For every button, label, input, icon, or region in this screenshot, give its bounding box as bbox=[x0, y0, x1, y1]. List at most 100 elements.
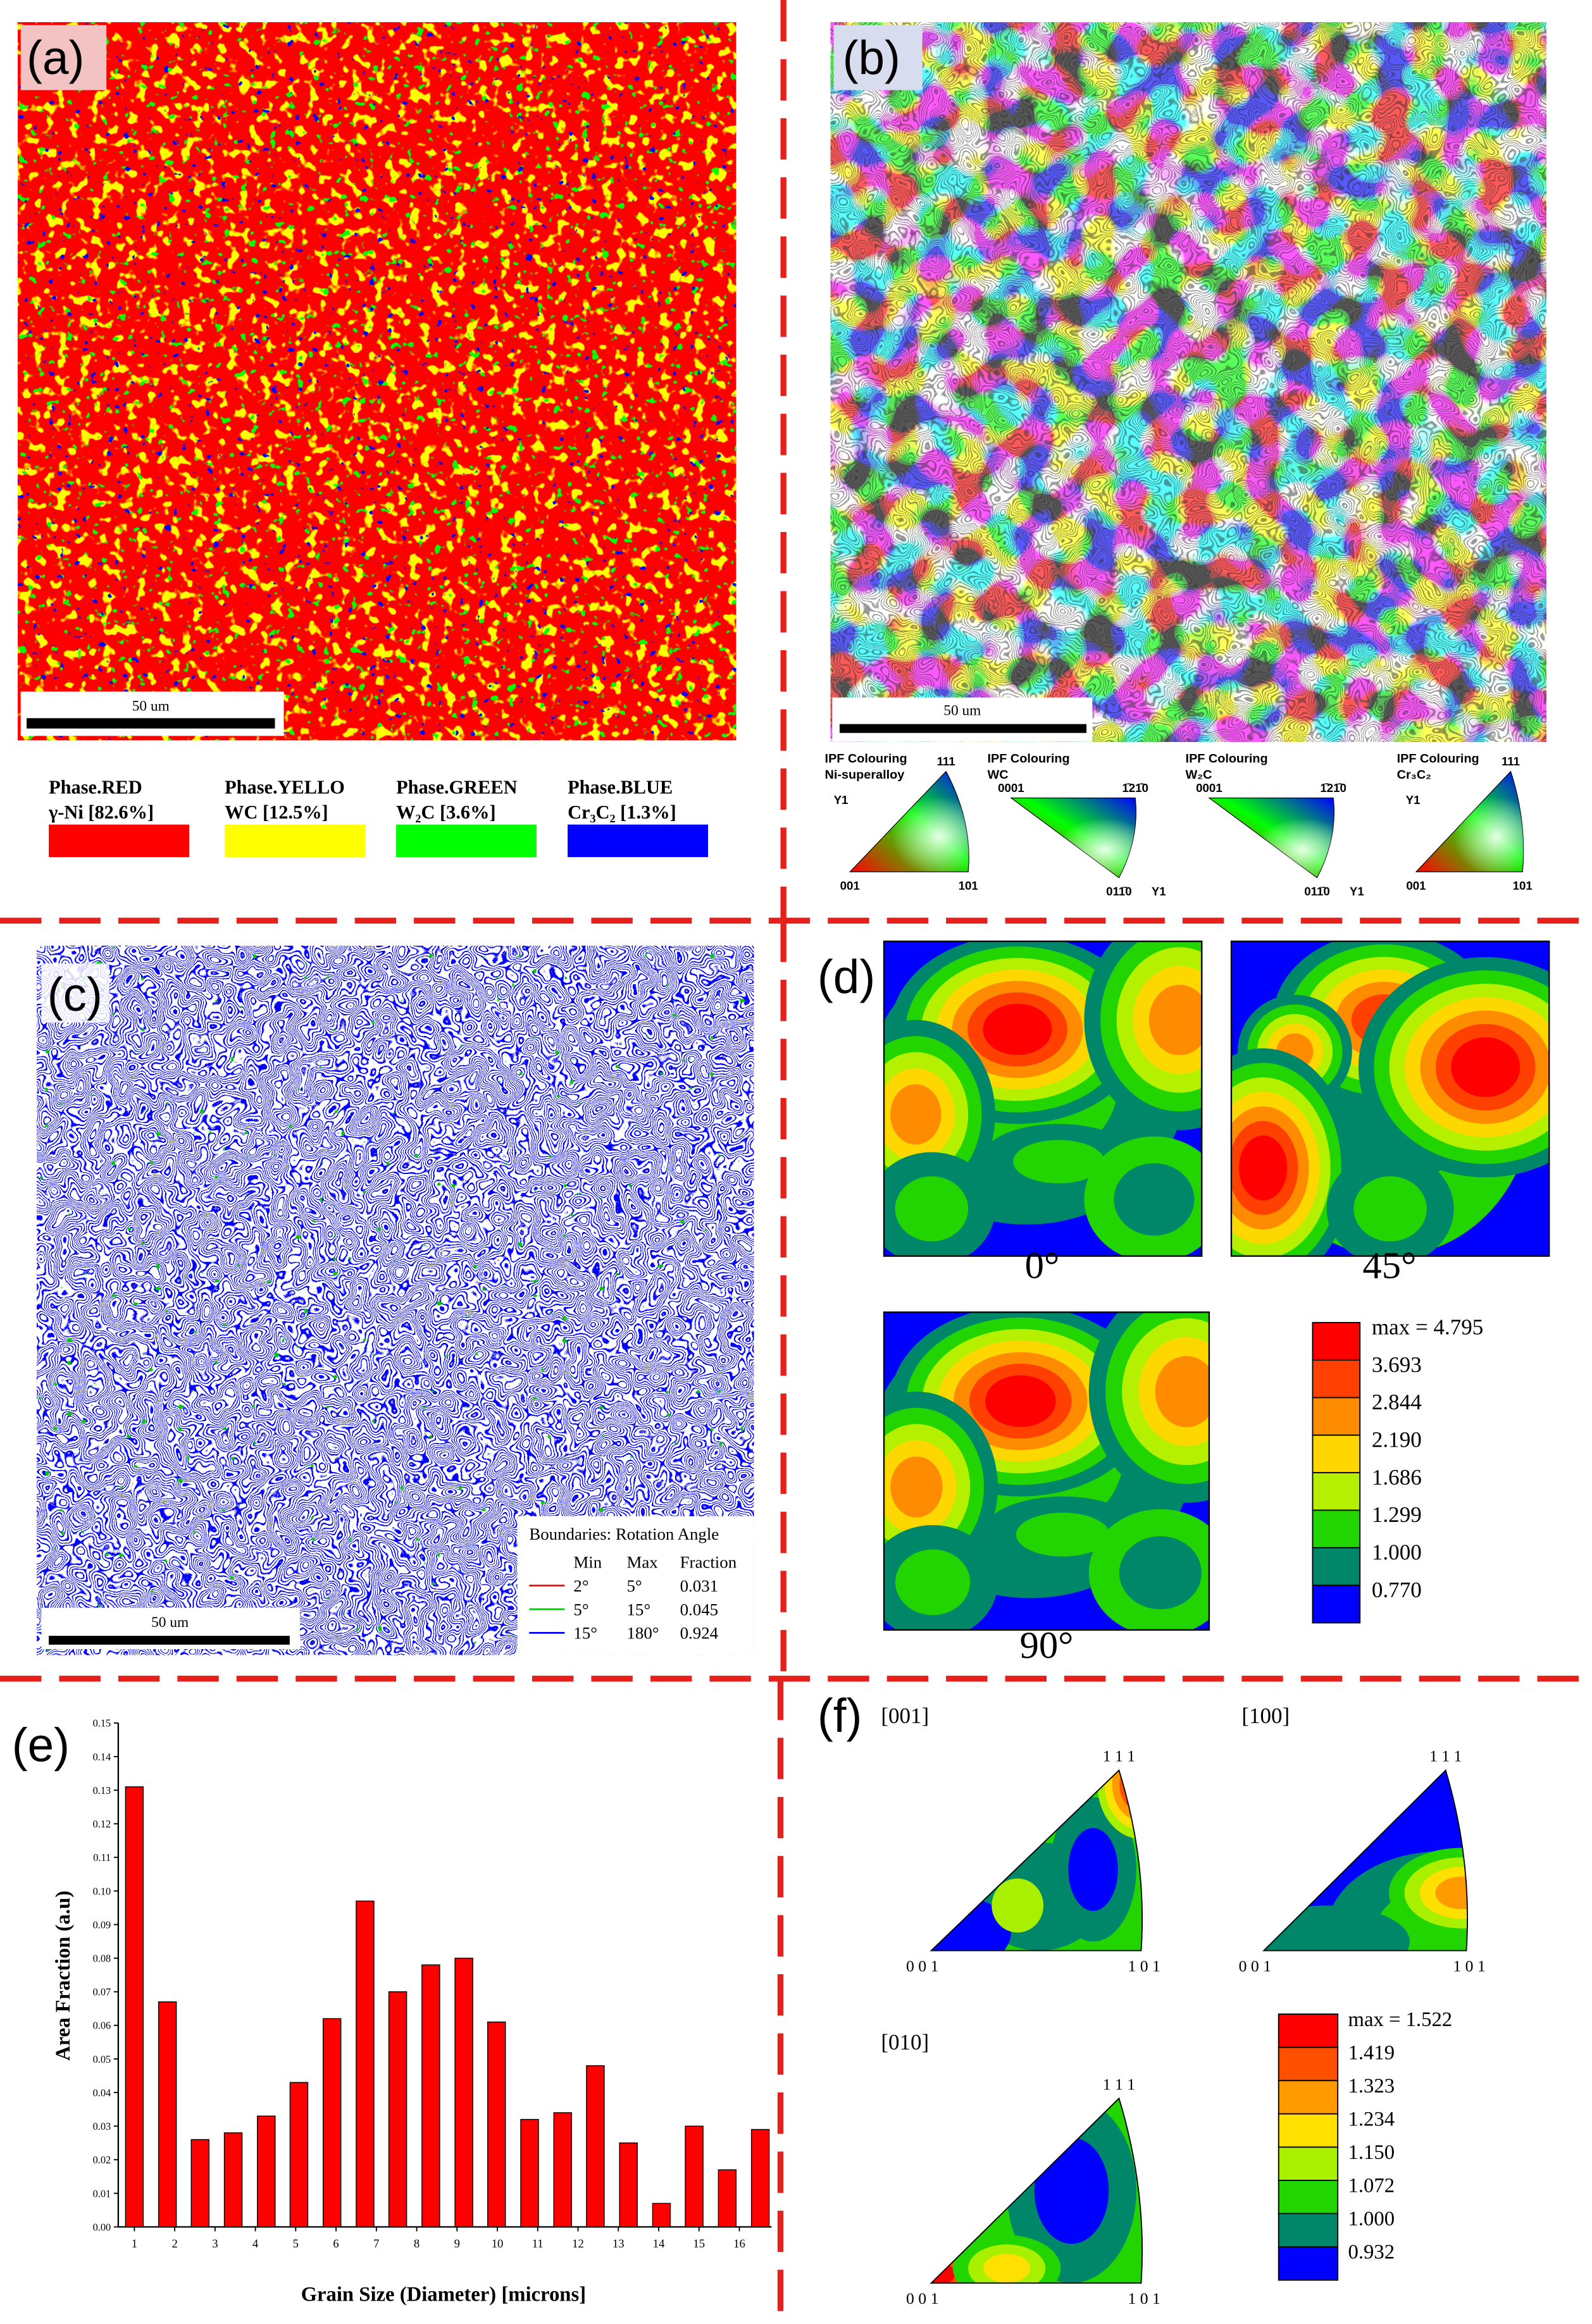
colorbar-label: 1.419 bbox=[1348, 2041, 1395, 2064]
phase-label: γ-Ni [82.6%] bbox=[48, 801, 154, 823]
colorbar-label: max = 1.522 bbox=[1348, 2008, 1453, 2031]
pole-figure-frame bbox=[1262, 1769, 1469, 1951]
pole-corner: 0 0 1 bbox=[906, 1956, 938, 1975]
odf-angle: 0° bbox=[1025, 1245, 1060, 1287]
phase-swatch bbox=[225, 824, 366, 857]
phase-label: Cr₃C₂ [1.3%] bbox=[568, 801, 676, 823]
colorbar-cell bbox=[1278, 2013, 1339, 2048]
bar bbox=[388, 1991, 407, 2228]
ipf-corner: 011̄0 bbox=[1304, 885, 1330, 898]
panel-label: (a) bbox=[27, 31, 84, 84]
pole-figure-contour bbox=[1435, 1876, 1468, 1910]
pole-corner: 1 1 1 bbox=[1103, 1747, 1135, 1765]
ipf-corner: 0001 bbox=[998, 781, 1024, 794]
ipf-corner: 001 bbox=[1406, 879, 1426, 892]
bar bbox=[190, 2139, 210, 2228]
colorbar-cell bbox=[1312, 1509, 1361, 1548]
colorbar-cell bbox=[1278, 2179, 1339, 2215]
colorbar-cell bbox=[1278, 2146, 1339, 2181]
odf-section-contour bbox=[1013, 1140, 1105, 1184]
x-tick-label: 6 bbox=[333, 2237, 339, 2251]
y-tick-label: 0.00 bbox=[93, 2221, 111, 2233]
x-tick-label: 14 bbox=[653, 2237, 665, 2251]
odf-frame bbox=[883, 940, 1203, 1257]
pole-corner: 1 1 1 bbox=[1103, 2075, 1135, 2093]
bar bbox=[652, 2203, 671, 2228]
odf-section bbox=[883, 941, 1202, 1256]
bar bbox=[520, 2118, 539, 2228]
odf-section-contour bbox=[895, 1176, 969, 1242]
ipf-phase: WC bbox=[988, 768, 1009, 782]
odf-section-contour bbox=[1148, 984, 1202, 1056]
ipf-corner: 001 bbox=[840, 879, 860, 892]
pole-corner: 0 0 1 bbox=[1239, 1956, 1271, 1975]
colorbar-label: 1.150 bbox=[1348, 2141, 1395, 2164]
bar bbox=[685, 2125, 704, 2228]
phase-name: Phase.BLUE bbox=[568, 776, 673, 798]
y-tick-label: 0.03 bbox=[93, 2120, 111, 2132]
scale-bar-label: 50 um bbox=[943, 703, 981, 719]
odf-section bbox=[883, 1312, 1209, 1630]
scale-bar-box bbox=[832, 697, 1093, 742]
ipf-axis: Y1 bbox=[1406, 793, 1421, 807]
bar bbox=[421, 1964, 440, 2228]
panel-label: (d) bbox=[818, 950, 875, 1003]
colorbar-label: 2.190 bbox=[1372, 1428, 1422, 1452]
pole-figure bbox=[1264, 1770, 1468, 1951]
colorbar-cell bbox=[1278, 2213, 1339, 2247]
scale-bar-box bbox=[20, 691, 284, 736]
phase-name: Phase.GREEN bbox=[396, 776, 518, 798]
colorbar-label: 1.299 bbox=[1372, 1502, 1422, 1527]
colorbar-cell bbox=[1312, 1434, 1361, 1474]
colorbar-label: 1.000 bbox=[1348, 2208, 1395, 2230]
y-tick-label: 0.04 bbox=[93, 2087, 111, 2099]
colorbar-label: 1.686 bbox=[1372, 1465, 1422, 1490]
odf-section-contour bbox=[1239, 1135, 1288, 1201]
x-tick-label: 2 bbox=[171, 2237, 177, 2251]
scale-bar bbox=[27, 718, 275, 729]
y-tick-label: 0.12 bbox=[93, 1818, 111, 1830]
phase-swatch bbox=[49, 824, 190, 857]
ipf-corner: 101 bbox=[1513, 879, 1533, 892]
bar bbox=[750, 2129, 770, 2228]
ipf-corner: 1̄21̄0 bbox=[1122, 781, 1148, 794]
ipf-key-shade bbox=[1011, 798, 1136, 878]
panel-label: (e) bbox=[12, 1719, 70, 1772]
pole-corner: 1 1 1 bbox=[1429, 1747, 1462, 1765]
y-tick-label: 0.01 bbox=[93, 2187, 111, 2199]
ipf-corner: 111 bbox=[937, 755, 955, 768]
x-tick-label: 15 bbox=[693, 2237, 705, 2251]
ipf-axis: Y1 bbox=[1152, 885, 1166, 898]
y-tick-label: 0.08 bbox=[93, 1952, 111, 1964]
bar bbox=[223, 2132, 243, 2228]
boundary-fraction: 0.045 bbox=[680, 1600, 718, 1619]
ipf-key-shade bbox=[850, 771, 969, 872]
panel-label: (b) bbox=[843, 31, 900, 84]
ipf-title: IPF Colouring bbox=[825, 751, 907, 765]
odf-section-contour bbox=[890, 1084, 942, 1145]
y-tick-label: 0.07 bbox=[93, 1986, 111, 1998]
y-tick-label: 0.05 bbox=[93, 2053, 111, 2065]
ipf-title: IPF Colouring bbox=[1397, 751, 1479, 765]
phase-label: WC [12.5%] bbox=[225, 801, 328, 823]
phase-speckle bbox=[18, 22, 737, 741]
grain-boundaries bbox=[830, 22, 1546, 742]
scale-bar bbox=[839, 724, 1087, 733]
x-tick-label: 1 bbox=[132, 2237, 137, 2251]
colorbar-label: 1.323 bbox=[1348, 2075, 1395, 2098]
odf-section bbox=[1231, 941, 1550, 1256]
pole-figure-contour bbox=[1126, 1770, 1143, 1802]
odf-section-contour bbox=[1119, 1536, 1202, 1610]
x-tick-label: 7 bbox=[373, 2237, 379, 2251]
odf-section-contour bbox=[890, 1456, 943, 1517]
y-tick-label: 0.14 bbox=[93, 1751, 111, 1763]
scale-bar-label: 50 um bbox=[132, 698, 170, 715]
colorbar-cell bbox=[1312, 1321, 1361, 1361]
odf-section-contour bbox=[1155, 1356, 1209, 1428]
boundary-header: Max bbox=[627, 1553, 659, 1572]
y-tick-label: 0.10 bbox=[93, 1885, 111, 1897]
pole-figure-frame bbox=[930, 1769, 1143, 1951]
